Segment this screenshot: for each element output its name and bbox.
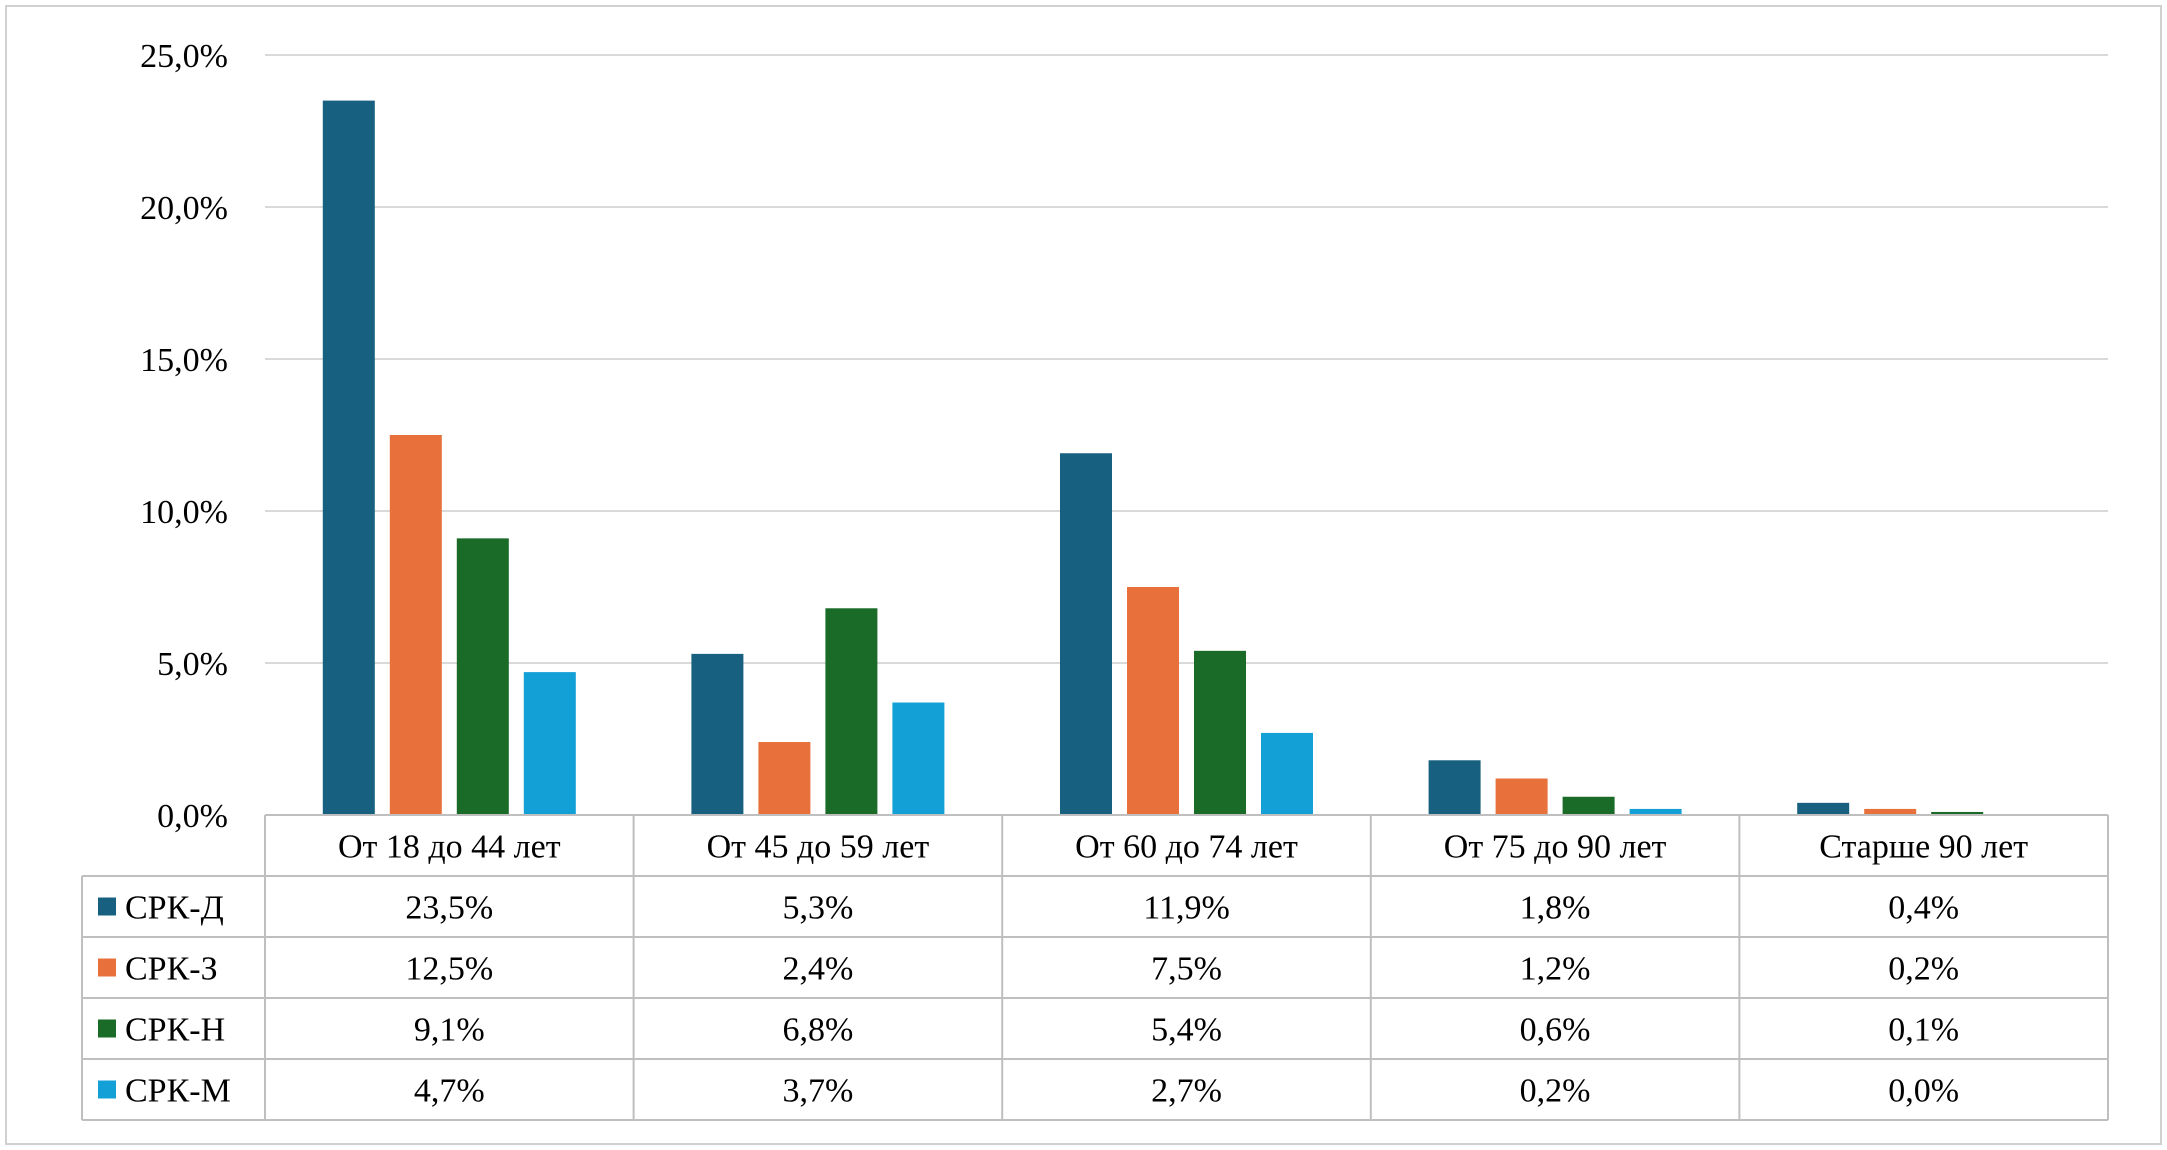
bar	[825, 608, 878, 815]
table-cell-value: 0,2%	[1888, 951, 1959, 988]
bar	[456, 538, 509, 815]
bar	[1194, 650, 1246, 815]
table-cell-value: 0,2%	[1520, 1073, 1591, 1110]
table-cell-value: 9,1%	[414, 1012, 485, 1049]
bar	[1562, 796, 1615, 815]
series-name: СРК-Д	[125, 890, 224, 927]
legend-key	[98, 897, 116, 916]
table-cell-value: 5,4%	[1151, 1012, 1222, 1049]
legend-key	[98, 1019, 116, 1038]
chart-frame	[5, 5, 2162, 1145]
table-cell-value: 1,8%	[1520, 890, 1591, 927]
bar	[1261, 732, 1313, 815]
legend-key	[98, 958, 116, 977]
category-label: От 75 до 90 лет	[1444, 829, 1667, 866]
grid-lines	[265, 54, 2108, 664]
category-label: Старше 90 лет	[1819, 829, 2028, 866]
table-cell-value: 2,7%	[1151, 1073, 1222, 1110]
table-cell-value: 12,5%	[405, 951, 493, 988]
bar	[322, 100, 375, 816]
category-label: От 60 до 74 лет	[1075, 829, 1298, 866]
y-tick-label: 25,0%	[140, 38, 228, 75]
table-cell-value: 2,4%	[782, 951, 853, 988]
y-axis-ticks: 0,0% 5,0% 10,0% 15,0% 20,0% 25,0%	[140, 38, 228, 835]
bar	[1864, 808, 1917, 815]
bar	[1060, 453, 1112, 815]
table-cell-value: 1,2%	[1520, 951, 1591, 988]
table-cell-value: 4,7%	[414, 1073, 485, 1110]
table-cell-value: 0,4%	[1888, 890, 1959, 927]
table-cell-value: 0,0%	[1888, 1073, 1959, 1110]
y-tick-label: 15,0%	[140, 342, 228, 379]
bar	[1428, 760, 1481, 815]
bar	[389, 435, 442, 815]
table-cell-value: 6,8%	[782, 1012, 853, 1049]
table-cell-value: 23,5%	[405, 890, 493, 927]
y-tick-label: 5,0%	[157, 646, 228, 683]
bar	[892, 702, 945, 815]
table-cell-value: 7,5%	[1151, 951, 1222, 988]
series-name: СРК-Н	[125, 1012, 225, 1049]
y-tick-label: 10,0%	[140, 494, 228, 531]
bar	[523, 672, 576, 815]
bar	[1797, 802, 1850, 815]
bar	[1629, 808, 1682, 815]
bar	[1931, 811, 1984, 815]
y-tick-label: 20,0%	[140, 190, 228, 227]
legend-key	[98, 1080, 116, 1099]
category-label: От 18 до 44 лет	[338, 829, 561, 866]
table-cell-value: 11,9%	[1143, 890, 1230, 927]
series-name: СРК-З	[125, 951, 218, 988]
bar	[758, 742, 811, 815]
table-cell-value: 5,3%	[782, 890, 853, 927]
series-name: СРК-М	[125, 1073, 231, 1110]
bars	[322, 100, 1984, 816]
data-table: От 18 до 44 лет От 45 до 59 лет От 60 до 7…	[81, 814, 2109, 1121]
y-tick-label: 0,0%	[157, 798, 228, 835]
category-label: От 45 до 59 лет	[707, 829, 930, 866]
bar	[691, 653, 744, 815]
bar	[1127, 587, 1179, 815]
table-cell-value: 0,6%	[1520, 1012, 1591, 1049]
table-cell-value: 3,7%	[782, 1073, 853, 1110]
table-cell-value: 0,1%	[1888, 1012, 1959, 1049]
bar	[1495, 778, 1548, 815]
